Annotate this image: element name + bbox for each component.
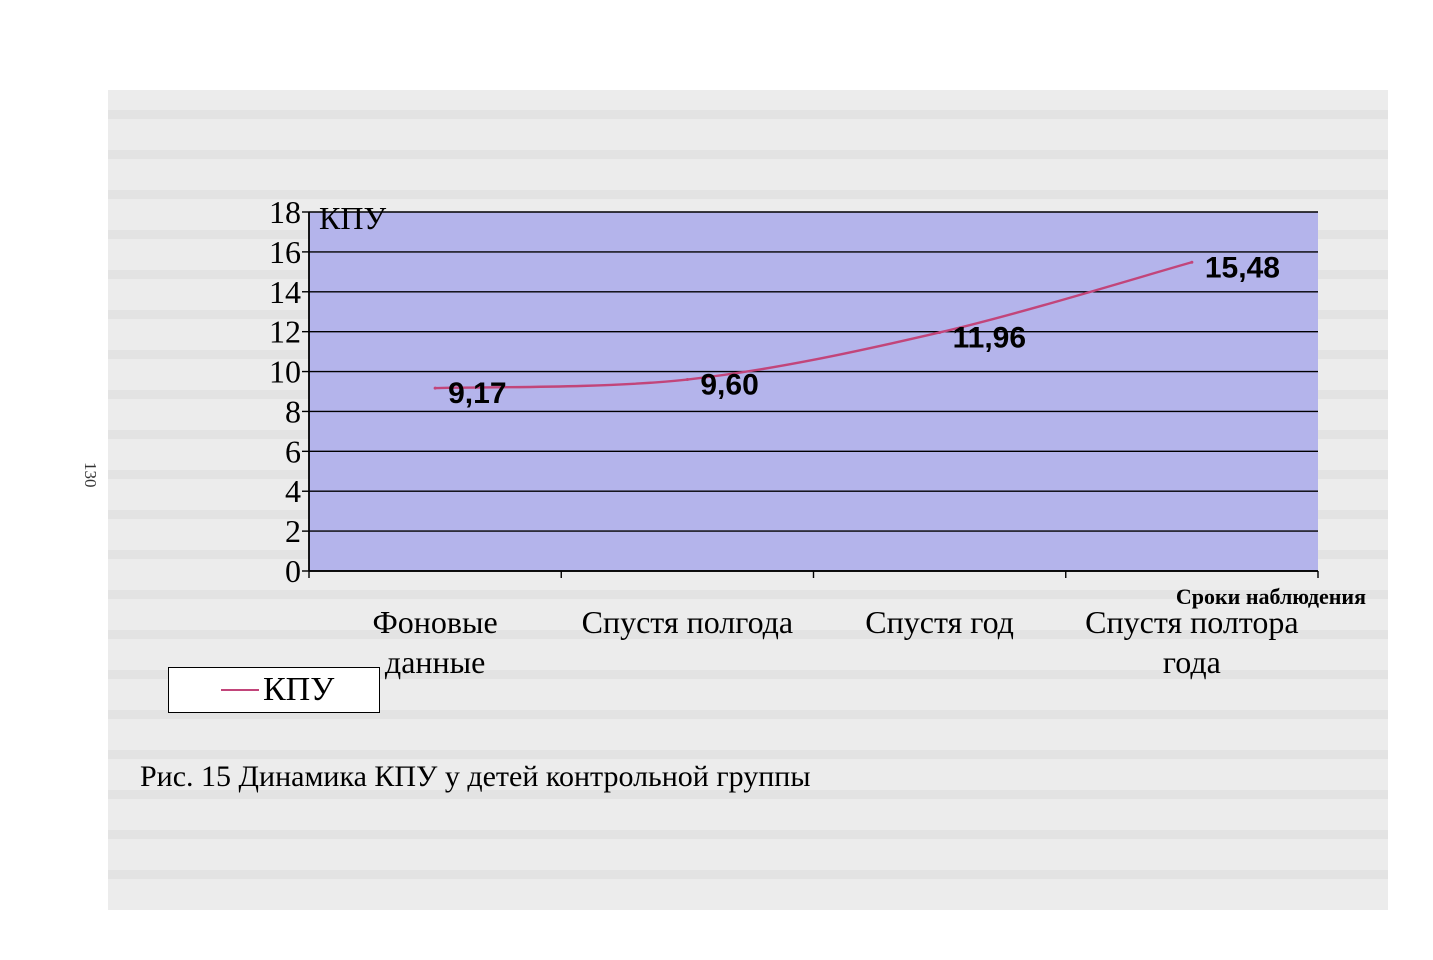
x-tick-label: года [1163, 644, 1221, 680]
y-tick-label: 10 [269, 354, 301, 390]
y-tick-label: 6 [285, 433, 301, 469]
data-point [685, 378, 689, 382]
legend-line-swatch [221, 689, 259, 691]
y-tick-label: 2 [285, 513, 301, 549]
x-tick-label: Фоновые [373, 604, 498, 640]
x-tick-label: Спустя полгода [582, 604, 794, 640]
y-tick-label: 0 [285, 553, 301, 589]
series-line-kpu [435, 261, 1193, 390]
data-label: 15,48 [1205, 251, 1280, 284]
y-tick-label: 18 [269, 194, 301, 230]
data-point [433, 386, 437, 390]
data-label: 9,60 [700, 369, 758, 402]
chart-legend: КПУ [168, 667, 380, 713]
y-tick-label: 16 [269, 234, 301, 270]
x-axis-label: Сроки наблюдения [1176, 584, 1366, 609]
y-tick-label: 4 [285, 473, 301, 509]
legend-label: КПУ [263, 671, 335, 708]
data-point [1190, 260, 1194, 264]
y-tick-label: 12 [269, 314, 301, 350]
y-tick-label: 8 [285, 393, 301, 429]
y-axis-label: КПУ [319, 200, 386, 236]
data-label: 9,17 [448, 377, 506, 410]
data-label: 11,96 [953, 321, 1026, 354]
data-point [938, 330, 942, 334]
x-tick-label: Спустя полтора [1085, 604, 1298, 640]
x-tick-label: данные [385, 644, 485, 680]
plot-area [309, 212, 1318, 571]
y-tick-label: 14 [269, 274, 301, 310]
x-tick-label: Спустя год [865, 604, 1014, 640]
figure-caption: Рис. 15 Динамика КПУ у детей контрольной… [140, 760, 811, 793]
